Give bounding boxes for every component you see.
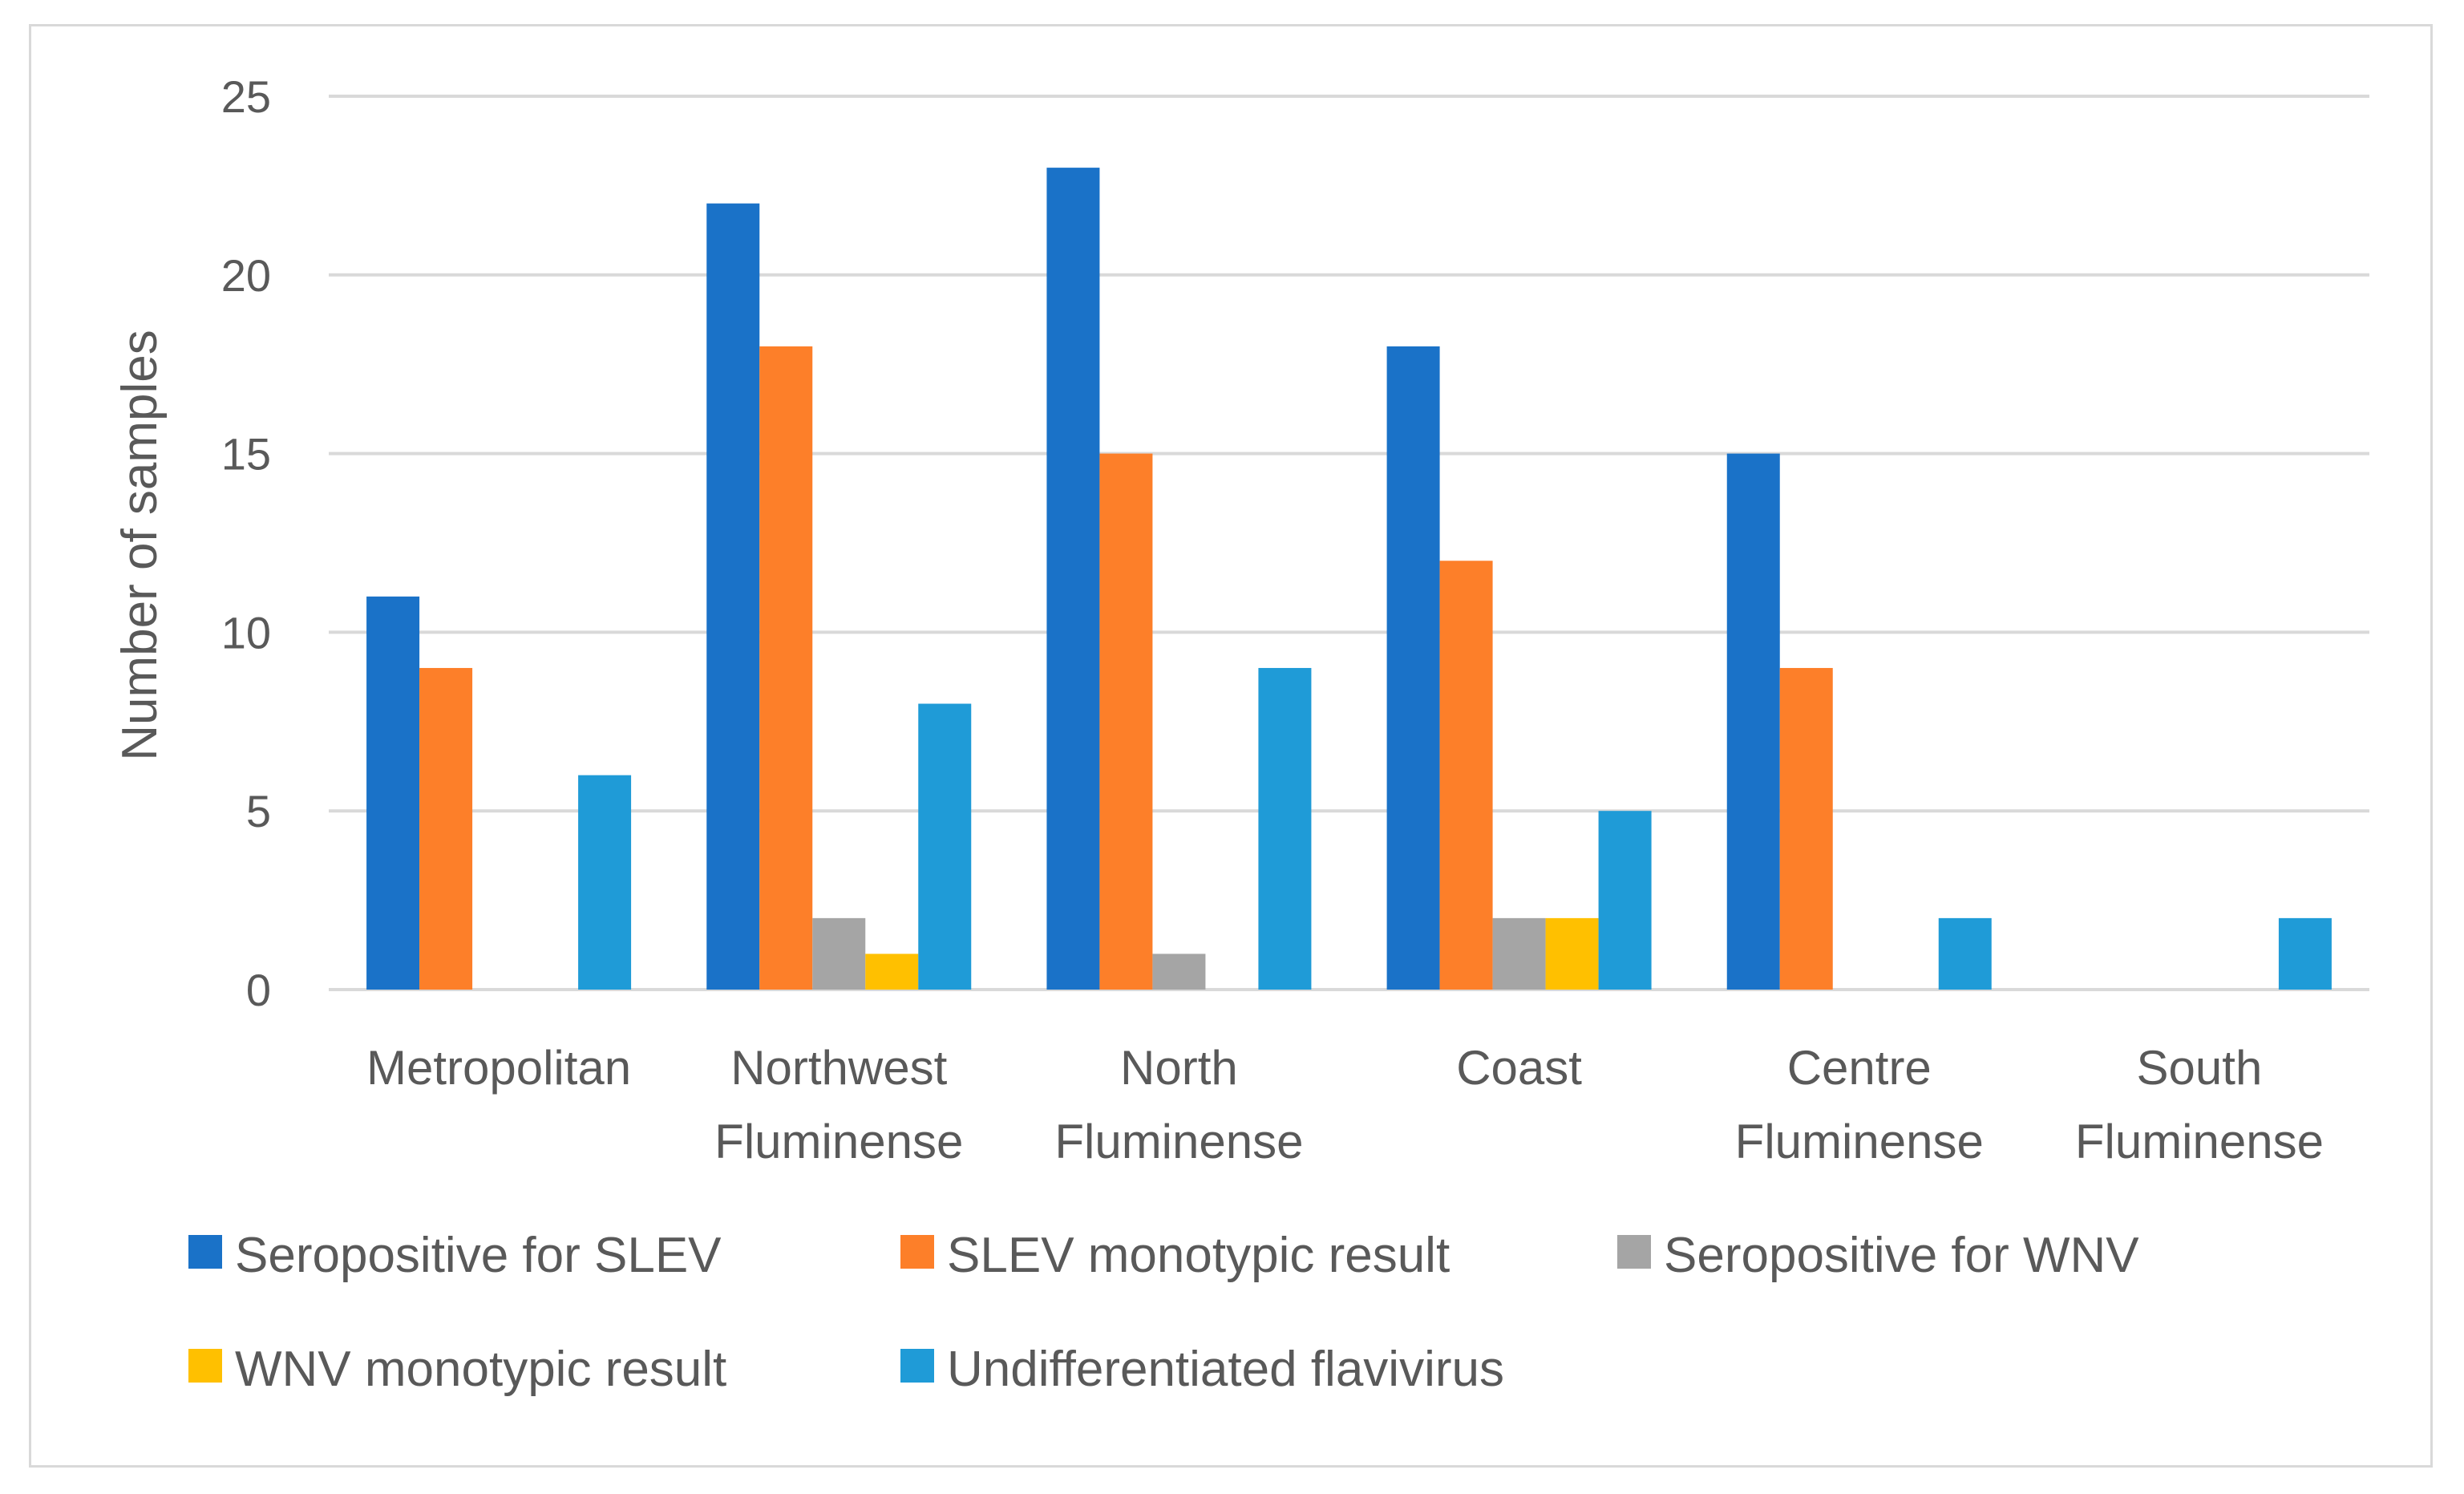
legend-swatch: [1617, 1235, 1651, 1269]
bar-4-1: [918, 703, 972, 990]
x-category-label: Coast: [1456, 1041, 1582, 1095]
bar-4-3: [1598, 811, 1652, 990]
legend-swatch: [900, 1349, 934, 1383]
y-tick-label: 5: [246, 786, 271, 836]
x-category-label: Metropolitan: [366, 1041, 631, 1095]
bar-1-4: [1779, 667, 1833, 990]
bar-3-1: [865, 953, 919, 990]
y-tick-label: 20: [221, 250, 271, 301]
legend-label: SLEV monotypic result: [947, 1228, 1450, 1283]
legend-swatch: [900, 1235, 934, 1269]
bar-0-0: [366, 596, 420, 990]
bar-4-4: [1938, 917, 1992, 990]
bar-2-2: [1152, 953, 1206, 990]
y-tick-label: 0: [246, 965, 271, 1015]
y-tick-label: 10: [221, 607, 271, 658]
legend-label: Seropositive for SLEV: [235, 1228, 722, 1283]
x-category-label: Centre: [1787, 1041, 1932, 1095]
x-category-label: North: [1120, 1041, 1238, 1095]
legend-swatch: [188, 1235, 222, 1269]
y-tick-label: 15: [221, 429, 271, 480]
bar-0-4: [1726, 453, 1780, 990]
bar-1-3: [1439, 561, 1493, 990]
legend-label: Undifferentiated flavivirus: [947, 1342, 1504, 1397]
bar-4-0: [578, 775, 632, 990]
bar-1-2: [1099, 453, 1153, 990]
legend-label: WNV monotypic result: [235, 1342, 726, 1397]
x-category-label: Fluminense: [714, 1115, 963, 1168]
x-category-label: Northwest: [730, 1041, 947, 1095]
bar-3-3: [1545, 917, 1599, 990]
bar-4-5: [2278, 917, 2332, 990]
bar-1-0: [419, 667, 473, 990]
x-category-label: Fluminense: [2075, 1115, 2324, 1168]
bar-4-2: [1258, 667, 1312, 990]
y-axis-title: Number of samples: [112, 330, 168, 761]
x-category-label: Fluminense: [1054, 1115, 1303, 1168]
legend-swatch: [188, 1349, 222, 1383]
x-category-label: South: [2137, 1041, 2263, 1095]
x-category-label: Fluminense: [1735, 1115, 1984, 1168]
y-tick-label: 25: [221, 71, 271, 122]
bar-0-2: [1046, 168, 1100, 990]
bar-1-1: [759, 346, 813, 990]
bar-0-3: [1386, 346, 1440, 990]
legend: Seropositive for SLEV SLEV monotypic resu…: [188, 1228, 2139, 1397]
gridlines: [329, 95, 2369, 991]
bar-2-1: [812, 917, 866, 990]
legend-label: Seropositive for WNV: [1664, 1228, 2139, 1283]
bar-2-3: [1492, 917, 1546, 990]
y-axis-ticks: 0 5 10 15 20 25: [221, 71, 271, 1015]
bars: [366, 168, 2332, 990]
x-axis-categories: Metropolitan Northwest Fluminense North Flum…: [366, 1041, 2324, 1168]
bar-0-1: [706, 203, 760, 990]
